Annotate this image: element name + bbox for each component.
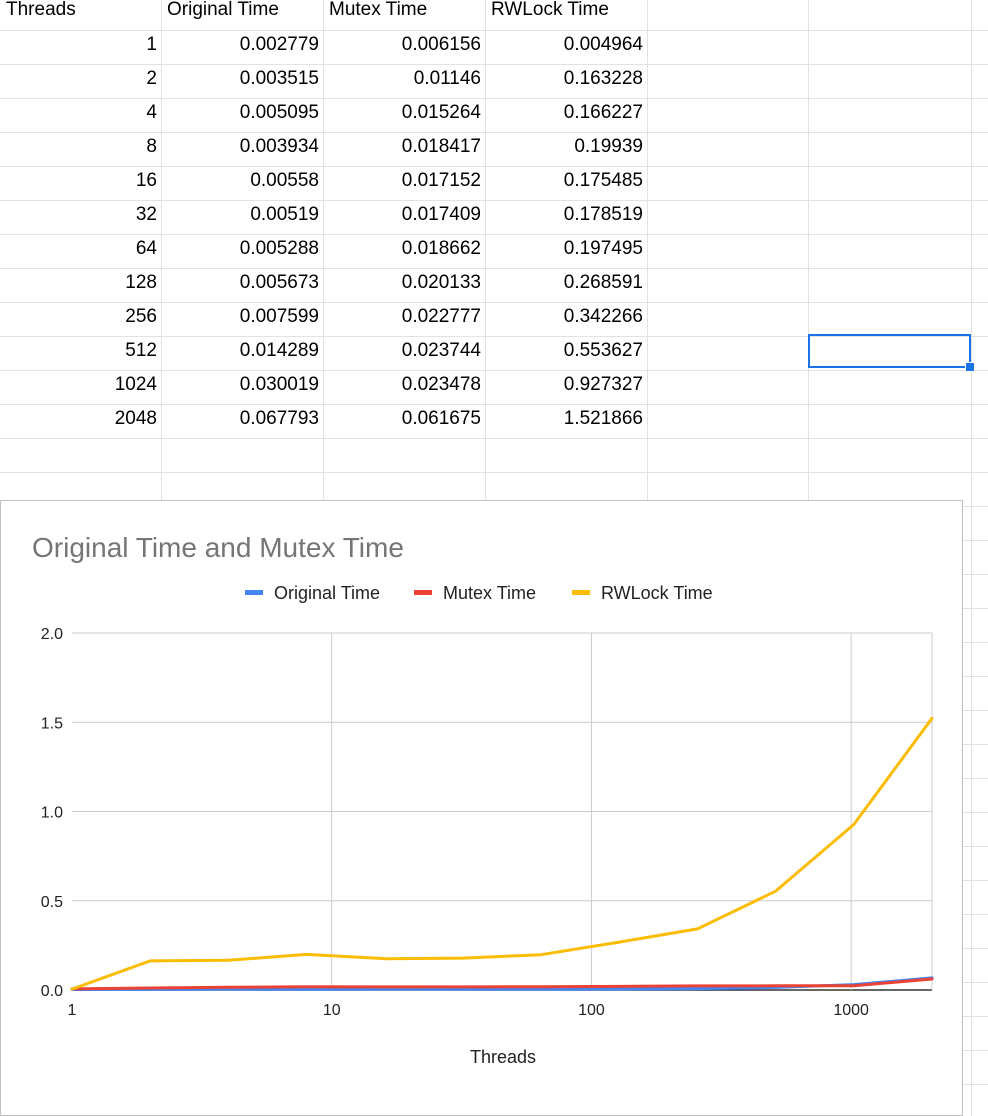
legend-label: RWLock Time: [601, 583, 713, 603]
y-tick-label: 0.0: [41, 983, 63, 1000]
fill-handle[interactable]: [965, 362, 975, 372]
data-cell[interactable]: 8: [146, 136, 157, 157]
data-cell[interactable]: 0.022777: [401, 306, 481, 327]
data-cell[interactable]: 64: [135, 238, 157, 259]
legend-swatch: [572, 590, 590, 595]
data-cell[interactable]: 0.017409: [401, 204, 481, 225]
data-cell[interactable]: 0.004964: [563, 34, 643, 55]
series-line-mutex-time[interactable]: [70, 977, 934, 991]
y-tick-label: 0.5: [41, 894, 63, 911]
data-cell[interactable]: 32: [135, 204, 157, 225]
data-cell[interactable]: 0.067793: [239, 408, 319, 429]
data-cell[interactable]: 512: [125, 340, 157, 361]
x-tick-label: 1000: [833, 1002, 869, 1019]
header-cell[interactable]: Original Time: [167, 0, 279, 20]
legend-swatch: [414, 590, 432, 595]
data-cell[interactable]: 0.197495: [563, 238, 643, 259]
y-tick-label: 2.0: [41, 626, 63, 643]
data-cell[interactable]: 0.018417: [401, 136, 481, 157]
x-tick-label: 1: [68, 1002, 77, 1019]
data-cell[interactable]: 0.005673: [239, 272, 319, 293]
selected-cell[interactable]: [808, 334, 971, 368]
data-cell[interactable]: 0.342266: [563, 306, 643, 327]
y-tick-label: 1.5: [41, 715, 63, 732]
data-cell[interactable]: 2: [146, 68, 157, 89]
data-cell[interactable]: 0.00519: [250, 204, 319, 225]
data-cell[interactable]: 0.00558: [250, 170, 319, 191]
data-cell[interactable]: 0.005288: [239, 238, 319, 259]
legend-label: Mutex Time: [443, 583, 536, 603]
data-cell[interactable]: 0.017152: [401, 170, 481, 191]
y-tick-label: 1.0: [41, 805, 63, 822]
header-cell[interactable]: Threads: [6, 0, 76, 20]
data-cell[interactable]: 0.19939: [574, 136, 643, 157]
data-cell[interactable]: 0.003515: [239, 68, 319, 89]
data-cell[interactable]: 256: [125, 306, 157, 327]
data-cell[interactable]: 0.061675: [401, 408, 481, 429]
data-cell[interactable]: 0.166227: [563, 102, 643, 123]
data-cell[interactable]: 0.006156: [401, 34, 481, 55]
data-cell[interactable]: 0.030019: [239, 374, 319, 395]
header-cell[interactable]: RWLock Time: [491, 0, 609, 20]
data-cell[interactable]: 0.003934: [239, 136, 319, 157]
x-axis-title: Threads: [470, 1047, 536, 1067]
data-cell[interactable]: 2048: [114, 408, 157, 429]
data-cell[interactable]: 1.521866: [563, 408, 643, 429]
data-cell[interactable]: 0.015264: [401, 102, 481, 123]
data-cell[interactable]: 0.268591: [563, 272, 643, 293]
legend-label: Original Time: [274, 583, 380, 603]
data-cell[interactable]: 128: [125, 272, 157, 293]
line-chart: Original Time and Mutex Time Original Tim…: [32, 532, 934, 1067]
header-cell[interactable]: Mutex Time: [329, 0, 428, 20]
data-cell[interactable]: 1: [146, 34, 157, 55]
data-cell[interactable]: 4: [146, 102, 157, 123]
embedded-chart[interactable]: Original Time and Mutex Time Original Tim…: [0, 500, 963, 1116]
data-cell[interactable]: 0.163228: [563, 68, 643, 89]
data-cell[interactable]: 0.553627: [563, 340, 643, 361]
data-cell[interactable]: 0.178519: [563, 204, 643, 225]
data-cell[interactable]: 16: [135, 170, 157, 191]
data-cell[interactable]: 0.005095: [239, 102, 319, 123]
data-cell[interactable]: 1024: [114, 374, 157, 395]
x-tick-label: 10: [323, 1002, 341, 1019]
legend-swatch: [245, 590, 263, 595]
series-line-rwlock-time[interactable]: [70, 716, 934, 991]
data-cell[interactable]: 0.01146: [413, 68, 481, 89]
data-cell[interactable]: 0.014289: [239, 340, 319, 361]
data-cell[interactable]: 0.018662: [401, 238, 481, 259]
data-cell[interactable]: 0.007599: [239, 306, 319, 327]
x-tick-label: 100: [578, 1002, 605, 1019]
data-cell[interactable]: 0.023478: [401, 374, 481, 395]
chart-title: Original Time and Mutex Time: [32, 532, 404, 563]
data-cell[interactable]: 0.023744: [401, 340, 481, 361]
data-cell[interactable]: 0.175485: [563, 170, 643, 191]
data-cell[interactable]: 0.927327: [563, 374, 643, 395]
data-cell[interactable]: 0.002779: [239, 34, 319, 55]
data-cell[interactable]: 0.020133: [401, 272, 481, 293]
